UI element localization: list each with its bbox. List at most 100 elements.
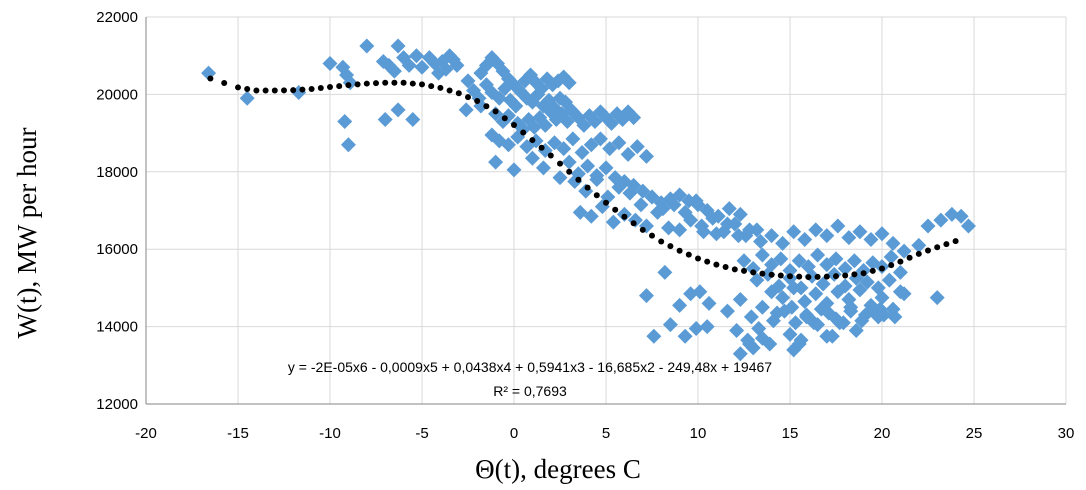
data-point [846,253,862,269]
data-point [815,276,831,292]
data-point [699,319,715,335]
plot-frame [145,17,1066,405]
data-point [414,59,430,75]
data-point [830,218,846,234]
trendline-dot [796,273,803,280]
trendline-dot [768,271,775,278]
trendline-dot [842,272,849,279]
data-point [506,162,522,178]
data-point [765,313,781,329]
data-point [692,284,708,300]
trendline-dot [925,247,931,254]
data-point [390,102,406,118]
trendline-dot [897,258,904,265]
data-point [500,137,516,153]
trendline-dot [879,265,885,272]
trendline-dot [501,115,508,122]
data-point [782,262,798,278]
data-point [760,266,776,282]
trendline-dot [566,168,573,175]
data-point [933,212,949,228]
trendline-dot [511,121,517,128]
trendline-dot [437,84,444,91]
data-point [719,303,735,319]
data-point [322,55,338,71]
data-point [622,185,638,201]
trendline-dot [860,270,867,277]
data-point [605,214,621,230]
data-point [863,232,879,248]
trendline-dot [851,271,858,278]
trendline-dot [419,81,425,88]
data-point [786,224,802,240]
trendline-dot [906,254,913,261]
data-point [546,135,562,151]
data-point [683,212,699,228]
trendline-dot [869,267,876,274]
trendline-dot [474,97,481,104]
data-point [719,216,735,232]
data-point [401,57,417,73]
trendline-dot [363,80,370,87]
data-point [239,90,255,106]
data-point [824,328,840,344]
trendline-dot [520,129,527,136]
x-axis-title: Θ(t), degrees C [475,454,641,484]
data-point [508,98,524,114]
data-point [708,226,724,242]
y-tick-label: 16000 [96,241,138,258]
y-tick-label: 18000 [96,164,138,181]
trendline-dot [888,262,895,269]
y-tick-labels: 12000 14000 16000 18000 20000 22000 [96,9,138,413]
data-point [524,150,540,166]
data-point [754,247,770,263]
trendline-dot [244,85,251,92]
trendline-dot [235,84,241,91]
data-point [377,112,393,128]
data-point [885,235,901,251]
data-point [552,170,568,186]
data-point [672,187,688,203]
trendline-dot [308,85,315,92]
trendline-dot [373,80,379,87]
data-point [852,224,868,240]
trendline-dot [667,243,674,250]
x-tick-label: 5 [602,425,610,442]
y-axis-title-group: W(t), MW per hour [12,128,42,339]
trendline-dot [814,273,821,280]
x-tick-label: -10 [319,425,341,442]
trendline-dot [354,81,361,88]
data-point [561,154,577,170]
trendline-dot [759,270,766,277]
data-point [736,253,752,269]
data-point [701,295,717,311]
trendline-dot [676,247,683,254]
data-point [580,158,596,174]
data-point [526,119,542,135]
trendline-dot [221,79,228,86]
trendline-dot [833,273,839,280]
data-point [782,326,798,342]
trendline-dot [207,75,214,82]
data-point [611,179,627,195]
data-point [874,226,890,242]
r-squared-label: R² = 0,7693 [493,383,567,399]
data-point [775,290,791,306]
y-tick-label: 12000 [96,396,138,413]
trendline-dot [400,79,407,86]
data-point [859,274,875,290]
trendline-dot [575,176,582,183]
data-point [835,315,851,331]
data-point [843,303,859,319]
data-point [491,90,507,106]
data-point [775,235,791,251]
trendline-dot [299,86,306,93]
data-point [881,272,897,288]
data-point [537,117,553,133]
data-point [556,141,572,157]
data-point [776,303,792,319]
data-point [896,243,912,259]
data-point [753,233,769,249]
y-tick-label: 14000 [96,319,138,336]
